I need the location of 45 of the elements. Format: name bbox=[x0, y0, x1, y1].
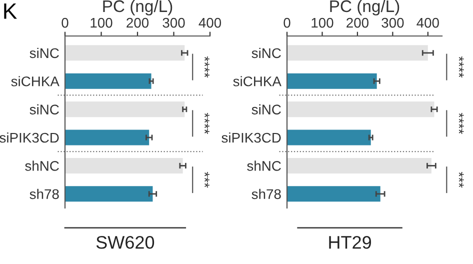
bar bbox=[65, 73, 152, 89]
x-axis-title: PC (ng/L) bbox=[330, 0, 400, 16]
x-tick-label: 300 bbox=[162, 18, 185, 28]
bar bbox=[287, 102, 434, 118]
y-tick-label: siPIK3CD bbox=[0, 132, 59, 143]
x-tick-label: 0 bbox=[62, 18, 68, 28]
x-tick-label: 100 bbox=[90, 18, 112, 28]
bar bbox=[287, 130, 371, 146]
x-tick-label: 100 bbox=[312, 18, 334, 28]
annotation: *** bbox=[204, 172, 210, 188]
x-tick-label: 400 bbox=[416, 18, 439, 28]
x-tick-label: 0 bbox=[284, 18, 290, 28]
x-tick-label: 200 bbox=[346, 18, 368, 28]
y-tick-label: siPIK3CD bbox=[222, 132, 281, 143]
bar bbox=[287, 186, 380, 202]
bar bbox=[65, 158, 183, 174]
x-tick-label: 200 bbox=[126, 18, 149, 28]
y-tick-label: sh78 bbox=[30, 188, 59, 200]
y-tick-label: siNC bbox=[30, 48, 59, 58]
y-tick-label: siNC bbox=[30, 104, 59, 114]
text: *** bbox=[458, 172, 464, 188]
chart-title: K bbox=[4, 3, 17, 19]
y-tick-label: shNC bbox=[247, 160, 281, 171]
y-tick-label: siCHKA bbox=[11, 76, 60, 86]
text: HT29 bbox=[329, 236, 371, 249]
y-tick-label: shNC bbox=[25, 160, 59, 171]
bar bbox=[65, 130, 150, 146]
x-tick-label: 300 bbox=[382, 18, 404, 28]
bar bbox=[287, 45, 428, 61]
annotation: **** bbox=[204, 112, 210, 134]
bar bbox=[65, 45, 185, 61]
annotation: **** bbox=[204, 56, 210, 78]
bar bbox=[287, 73, 377, 89]
x-tick-label: 400 bbox=[198, 18, 222, 28]
y-tick-label: siNC bbox=[252, 104, 281, 114]
bar bbox=[65, 102, 185, 118]
text: **** bbox=[458, 56, 464, 78]
text: **** bbox=[458, 112, 464, 134]
text: SW620 bbox=[96, 236, 154, 249]
y-tick-label: sh78 bbox=[252, 188, 281, 200]
bar bbox=[287, 158, 432, 174]
x-axis-title: PC (ng/L) bbox=[103, 0, 172, 16]
y-tick-label: siNC bbox=[252, 48, 281, 58]
bar bbox=[65, 186, 153, 202]
y-tick-label: siCHKA bbox=[233, 76, 282, 86]
